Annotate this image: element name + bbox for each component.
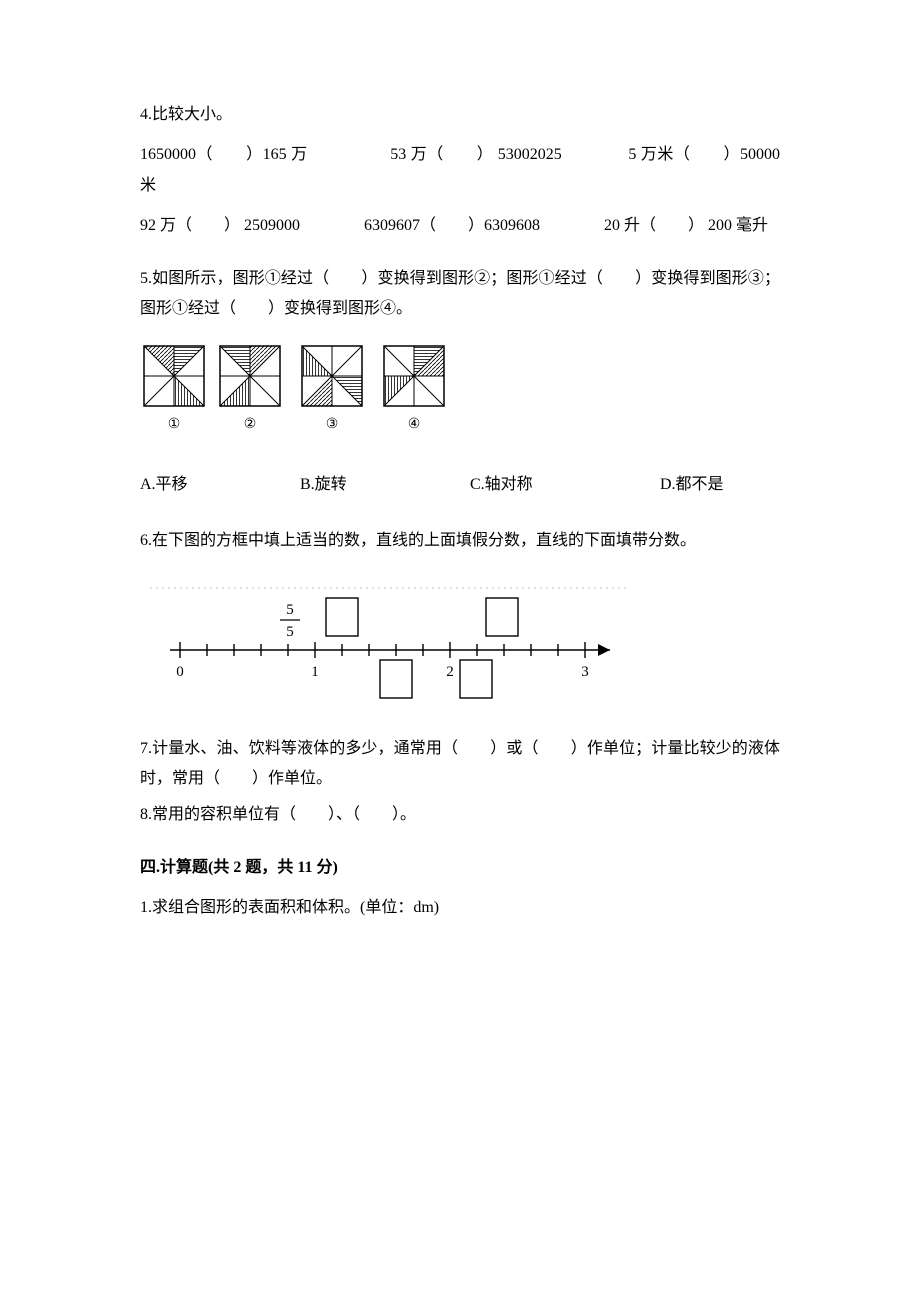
tick-label-2: 2 [446, 664, 454, 680]
q6-text: 6.在下图的方框中填上适当的数，直线的上面填假分数，直线的下面填带分数。 [140, 523, 780, 560]
figure-1 [144, 346, 204, 406]
tick-label-0: 0 [176, 664, 184, 680]
q4-row2: 92 万（ ） 2509000 6309607（ ）6309608 20 升（ … [140, 211, 780, 241]
tick-label-3: 3 [581, 664, 589, 680]
svg-text:5: 5 [286, 602, 294, 618]
q8-text: 8.常用的容积单位有（ ）、（ ）。 [140, 800, 780, 830]
option-b: B.旋转 [300, 470, 470, 500]
page: 4.比较大小。 1650000（ ）165 万 53 万（ ） 53002025… [0, 0, 920, 1302]
q5-text: 5.如图所示，图形①经过（ ）变换得到图形②；图形①经过（ ）变换得到图形③；图… [140, 264, 780, 325]
arrow-icon [598, 644, 610, 656]
tick-label-1: 1 [311, 664, 319, 680]
numberline-svg: 0 1 2 3 5 5 [140, 580, 640, 710]
fraction-5-5: 5 5 [280, 602, 300, 640]
option-d: D.都不是 [660, 470, 724, 500]
option-c: C.轴对称 [470, 470, 660, 500]
answer-box-bottom-2[interactable] [460, 660, 492, 698]
q4-row1: 1650000（ ）165 万 53 万（ ） 53002025 5 万米（ ）… [140, 140, 780, 201]
fig1-label: ① [168, 417, 181, 432]
q4-title: 4.比较大小。 [140, 100, 780, 130]
figure-4 [384, 346, 444, 406]
figure-3 [302, 346, 362, 406]
section4-heading: 四.计算题(共 2 题，共 11 分) [140, 853, 780, 883]
fig2-label: ② [244, 417, 257, 432]
option-a: A.平移 [140, 470, 300, 500]
answer-box-bottom-1[interactable] [380, 660, 412, 698]
fig4-label: ④ [408, 417, 421, 432]
q5-options: A.平移 B.旋转 C.轴对称 D.都不是 [140, 470, 780, 500]
section4-q1: 1.求组合图形的表面积和体积。(单位：dm) [140, 893, 780, 923]
q5-figures: ① ② [140, 342, 780, 442]
fig3-label: ③ [326, 417, 339, 432]
figure-2 [220, 346, 280, 406]
answer-box-top-2[interactable] [486, 598, 518, 636]
answer-box-top-1[interactable] [326, 598, 358, 636]
q7-text: 7.计量水、油、饮料等液体的多少，通常用（ ）或（ ）作单位；计量比较少的液体时… [140, 734, 780, 795]
svg-text:5: 5 [286, 624, 294, 640]
q5-svg: ① ② [140, 342, 460, 442]
q6-numberline: 0 1 2 3 5 5 [140, 580, 780, 710]
